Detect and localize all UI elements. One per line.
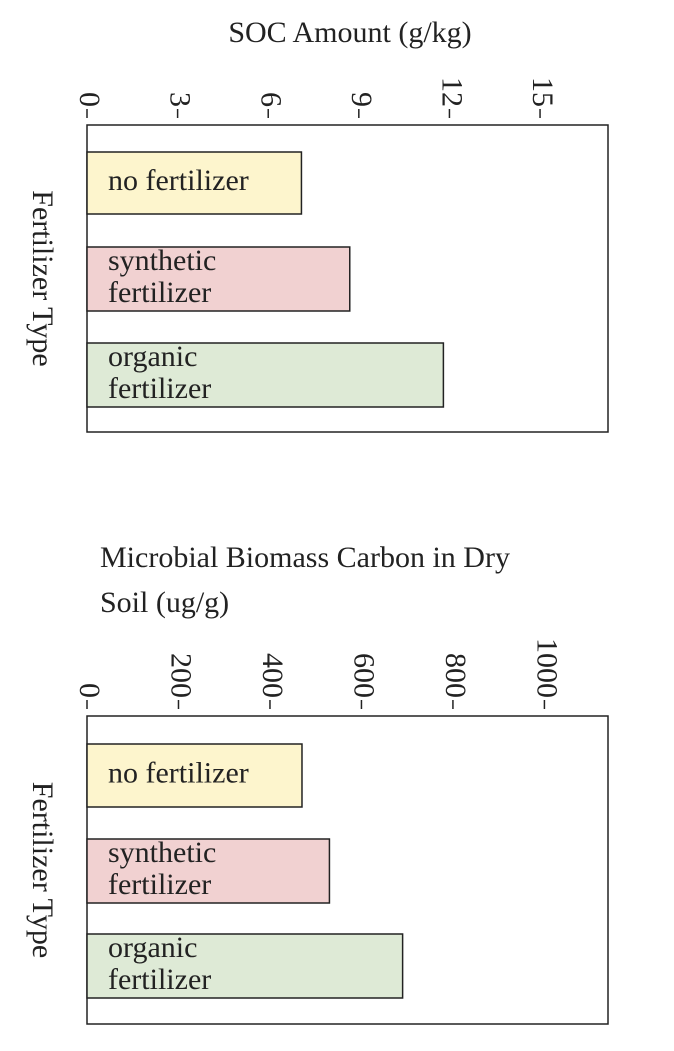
x-tick-label: 3 xyxy=(164,92,197,107)
x-tick-label: 200 xyxy=(165,653,198,698)
bar-label: no fertilizer xyxy=(108,164,249,197)
bar xyxy=(86,743,303,808)
bar-label: synthetic fertilizer xyxy=(108,836,216,901)
x-tick-label: 400 xyxy=(256,653,289,698)
x-tick-label: 0 xyxy=(73,683,106,698)
bar-label: organic fertilizer xyxy=(108,340,211,405)
x-tick-label: 0 xyxy=(73,92,106,107)
bar-label: no fertilizer xyxy=(108,756,249,789)
y-axis-label: Fertilizer Type xyxy=(26,190,59,366)
bar xyxy=(86,151,303,215)
x-tick-label: 12 xyxy=(436,77,469,107)
x-tick-label: 6 xyxy=(254,92,287,107)
x-tick-label: 15 xyxy=(526,77,559,107)
bar xyxy=(86,246,351,312)
bar xyxy=(86,933,404,999)
y-axis-label: Fertilizer Type xyxy=(26,782,59,958)
x-tick-label: 600 xyxy=(348,653,381,698)
bar-label: synthetic fertilizer xyxy=(108,244,216,309)
chart-title: Microbial Biomass Carbon in Dry Soil (ug/… xyxy=(100,541,510,619)
bar xyxy=(86,838,331,904)
x-tick-label: 800 xyxy=(439,653,472,698)
bar xyxy=(86,342,445,408)
bar-label: organic fertilizer xyxy=(108,931,211,996)
x-tick-label: 1000 xyxy=(531,638,564,698)
chart-title: SOC Amount (g/kg) xyxy=(228,16,471,49)
x-tick-label: 9 xyxy=(345,92,378,107)
